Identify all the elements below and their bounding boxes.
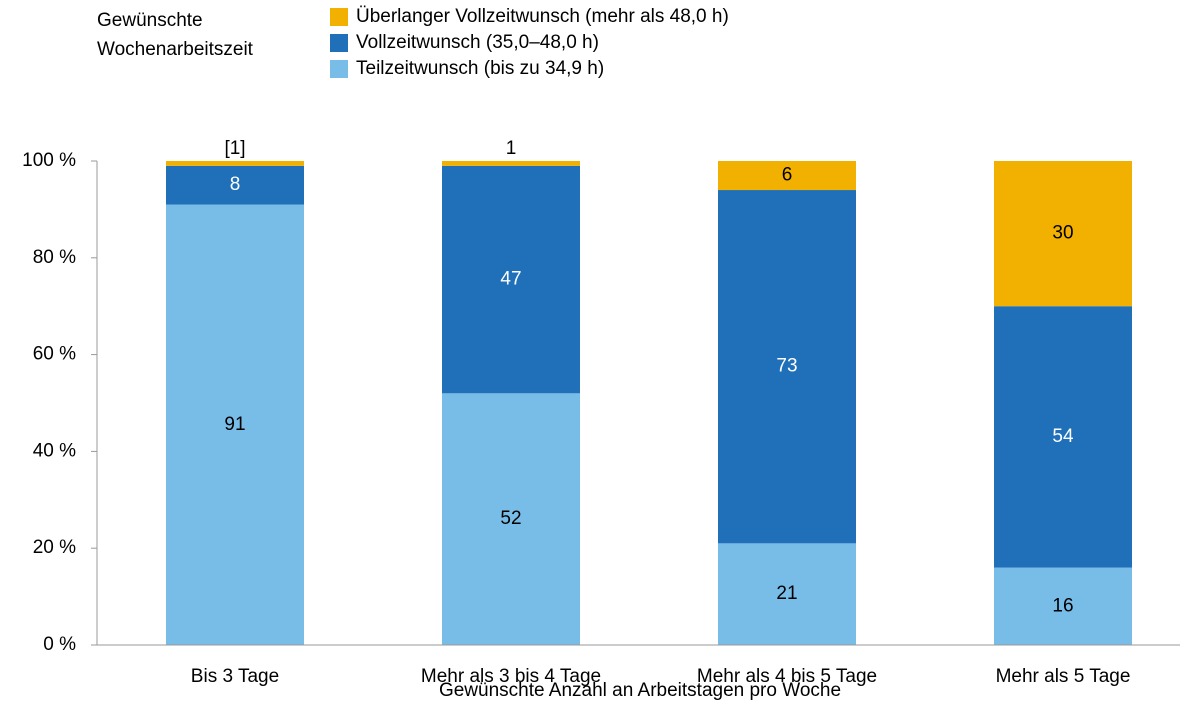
x-tick-label: Mehr als 4 bis 5 Tage (697, 666, 877, 687)
y-tick-label: 40 % (33, 440, 76, 461)
legend-title: Gewünschte Wochenarbeitszeit (97, 10, 253, 60)
bar-segment (442, 165, 580, 394)
y-tick-label: 60 % (33, 344, 76, 365)
bar-segment (718, 190, 856, 544)
bar-segment (166, 165, 304, 205)
value-label: 47 (500, 269, 521, 290)
value-label: 16 (1052, 595, 1073, 616)
value-label: 91 (224, 414, 245, 435)
y-tick-label: 20 % (33, 537, 76, 558)
value-label: 30 (1052, 223, 1073, 244)
bar-segment (442, 161, 580, 166)
bar-segment (718, 543, 856, 645)
value-label: 73 (776, 356, 797, 377)
bar-segment (994, 306, 1132, 568)
bar-segment (166, 204, 304, 645)
legend-swatch (330, 34, 348, 52)
legend-label: Teilzeitwunsch (bis zu 34,9 h) (356, 58, 604, 79)
bar-segment (718, 161, 856, 191)
x-tick-label: Mehr als 3 bis 4 Tage (421, 666, 601, 687)
value-label: 54 (1052, 426, 1074, 447)
legend-swatch (330, 8, 348, 26)
bar-segment (994, 161, 1132, 307)
value-label: [1] (224, 138, 245, 159)
legend-label: Überlanger Vollzeitwunsch (mehr als 48,0… (356, 6, 729, 27)
value-label: 8 (230, 174, 241, 195)
bar-segment (442, 393, 580, 645)
value-label: 21 (776, 583, 797, 604)
x-tick-label: Mehr als 5 Tage (996, 666, 1131, 687)
y-tick-label: 80 % (33, 247, 76, 268)
value-label: 6 (782, 165, 793, 186)
y-tick-label: 100 % (22, 150, 76, 171)
legend-label: Vollzeitwunsch (35,0–48,0 h) (356, 32, 599, 53)
legend-swatch (330, 60, 348, 78)
value-label: 1 (506, 138, 517, 159)
y-tick-label: 0 % (43, 634, 76, 655)
x-tick-label: Bis 3 Tage (191, 666, 279, 687)
bar-segment (994, 567, 1132, 645)
x-axis-label: Gewünschte Anzahl an Arbeitstagen pro Wo… (439, 680, 841, 701)
value-label: 52 (500, 508, 521, 529)
bar-segment (166, 161, 304, 166)
